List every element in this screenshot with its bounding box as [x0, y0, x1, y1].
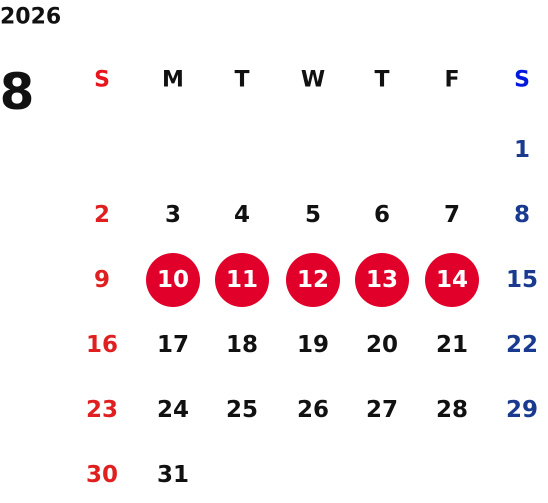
weekday-label: S: [514, 68, 530, 93]
day: 4: [234, 202, 250, 228]
month: 8: [0, 63, 34, 121]
day: 24: [157, 397, 189, 423]
day: 10: [157, 267, 189, 293]
day: 1: [514, 137, 530, 163]
day: 20: [366, 332, 398, 358]
weekday-label: T: [234, 68, 249, 93]
day: 3: [165, 202, 181, 228]
day: 9: [94, 267, 110, 293]
day: 27: [366, 397, 398, 423]
day: 31: [157, 462, 189, 488]
day: 30: [86, 462, 118, 488]
highlight-circle: [286, 253, 340, 307]
highlight-circle: [146, 253, 200, 307]
day: 29: [506, 397, 538, 423]
day: 7: [444, 202, 460, 228]
highlight-circle: [215, 253, 269, 307]
day: 11: [226, 267, 258, 293]
day: 28: [436, 397, 468, 423]
highlight-circle: [355, 253, 409, 307]
day: 16: [86, 332, 118, 358]
day: 8: [514, 202, 530, 228]
year: 2026: [0, 5, 61, 30]
day: 19: [297, 332, 329, 358]
highlight-circle: [425, 253, 479, 307]
day: 12: [297, 267, 329, 293]
day: 13: [366, 267, 398, 293]
day: 18: [226, 332, 258, 358]
day: 26: [297, 397, 329, 423]
weekday-label: T: [374, 68, 389, 93]
day: 5: [305, 202, 321, 228]
day: 6: [374, 202, 390, 228]
weekday-label: F: [444, 68, 459, 93]
day: 15: [506, 267, 538, 293]
weekday-label: W: [301, 68, 325, 93]
day: 2: [94, 202, 110, 228]
day: 22: [506, 332, 538, 358]
day: 25: [226, 397, 258, 423]
weekday-label: M: [162, 68, 184, 93]
day: 14: [436, 267, 468, 293]
day: 23: [86, 397, 118, 423]
weekday-label: S: [94, 68, 110, 93]
day: 17: [157, 332, 189, 358]
day: 21: [436, 332, 468, 358]
